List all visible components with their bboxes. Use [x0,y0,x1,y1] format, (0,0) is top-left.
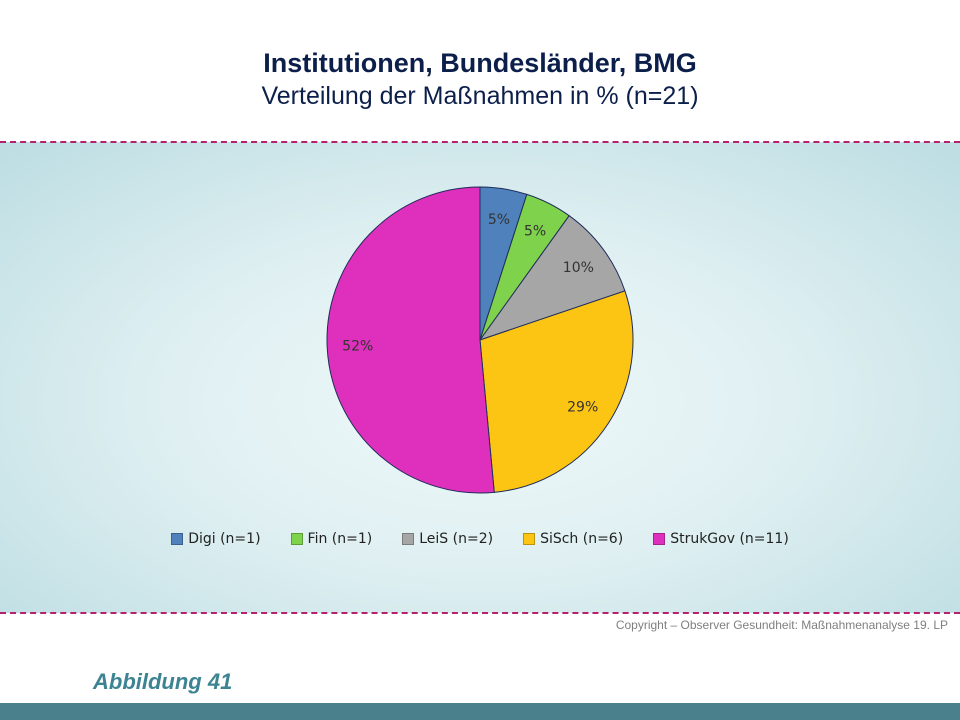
pie-data-label-0: 5% [488,212,510,228]
legend-item-0: Digi (n=1) [171,531,261,547]
legend-swatch [523,533,536,545]
legend-item-3: SiSch (n=6) [523,531,623,547]
pie-data-label-4: 52% [342,339,373,355]
pie-data-label-2: 10% [563,260,594,276]
pie-slice-2 [478,214,626,341]
pie-data-label-1: 5% [524,224,546,240]
legend-label: StrukGov (n=11) [670,531,789,547]
legend-label: Digi (n=1) [188,531,261,547]
pie-data-label-3: 29% [567,400,598,416]
legend-item-4: StrukGov (n=11) [653,531,789,547]
top-dashed-divider [0,141,960,143]
legend-label: LeiS (n=2) [419,531,494,547]
legend-swatch [171,533,184,545]
legend-swatch [290,533,303,545]
chart-header: Institutionen, Bundesländer, BMG Verteil… [0,46,960,112]
pie-slice-3 [479,290,634,493]
chart-title: Institutionen, Bundesländer, BMG [263,48,697,78]
legend-label: Fin (n=1) [307,531,373,547]
chart-legend: Digi (n=1) Fin (n=1) LeiS (n=2) SiSch (n=6)… [0,531,960,547]
legend-swatch [653,533,666,545]
copyright-note: Copyright – Observer Gesundheit: Maßnahm… [615,618,948,632]
figure-label: Abbildung 41 [93,669,233,694]
legend-item-2: LeiS (n=2) [402,531,493,547]
legend-item-1: Fin (n=1) [290,531,373,547]
bottom-dashed-divider [0,612,960,614]
pie-slice-4 [326,186,495,494]
legend-swatch [402,533,415,545]
footer-bar [0,703,960,720]
chart-subtitle: Verteilung der Maßnahmen in % (n=21) [261,82,699,110]
legend-label: SiSch (n=6) [540,531,624,547]
